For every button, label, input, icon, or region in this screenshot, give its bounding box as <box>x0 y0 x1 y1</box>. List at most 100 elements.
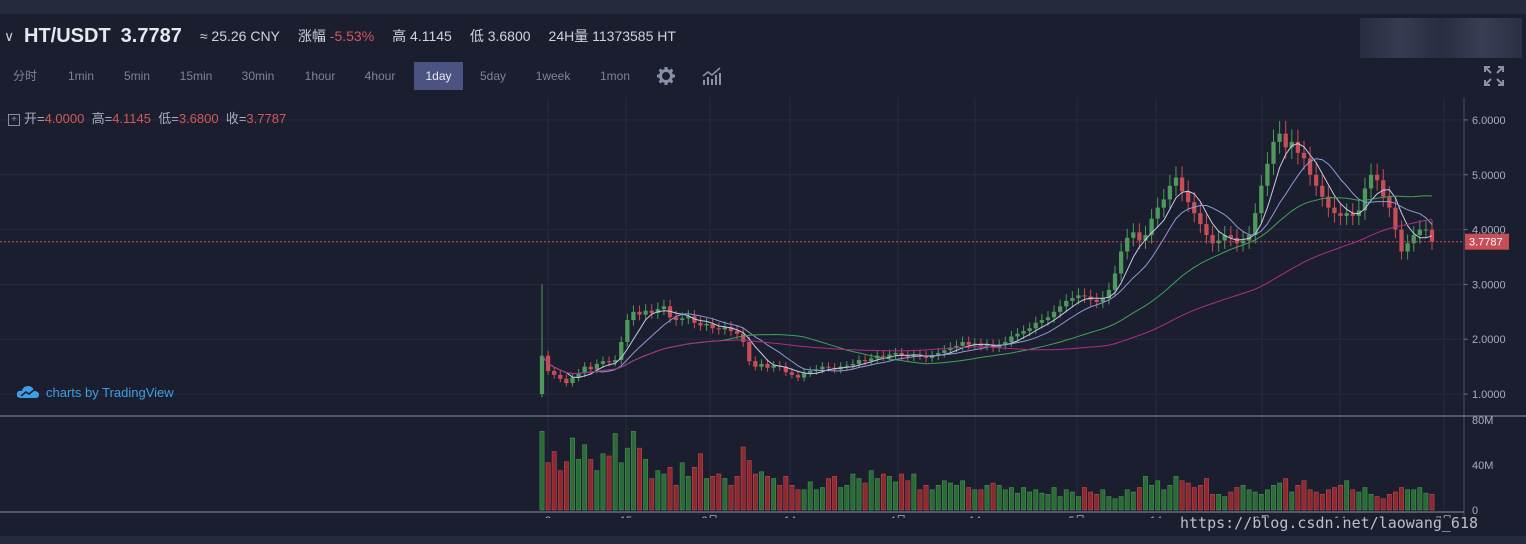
ma60-line <box>541 218 1433 374</box>
volume-bar <box>966 487 972 511</box>
candle-body <box>1070 298 1075 301</box>
tf-4hour[interactable]: 4hour <box>364 69 396 83</box>
time-tick-label: 4月 <box>889 515 906 518</box>
candle-body <box>1320 185 1325 197</box>
candle-body <box>1338 213 1343 216</box>
volume-bar <box>1191 487 1197 511</box>
candle-body <box>869 358 874 362</box>
candle-body <box>631 311 636 321</box>
volume-bar <box>655 470 661 511</box>
volume-bar <box>1143 476 1148 511</box>
volume-tick-label: 40M <box>1472 460 1493 472</box>
indicator-icon[interactable] <box>702 66 722 86</box>
ma10-line <box>541 158 1433 374</box>
expand-legend-icon[interactable]: + <box>8 113 20 126</box>
ma5-line <box>541 142 1433 379</box>
volume-bar <box>539 431 545 511</box>
chevron-down-icon[interactable]: ∨ <box>4 27 15 44</box>
candle-body <box>1039 320 1044 323</box>
volume-bar <box>679 462 685 511</box>
volume-bar <box>631 431 636 511</box>
volume-bar <box>752 473 758 511</box>
tf-30min[interactable]: 30min <box>241 69 275 83</box>
candle-body <box>930 355 935 358</box>
tf-1mon[interactable]: 1mon <box>599 69 631 83</box>
volume-bar <box>1423 492 1429 511</box>
ohlc-legend: + 开=4.0000 高=4.1145 低=3.6800 收=3.7787 <box>8 108 286 127</box>
fullscreen-icon[interactable] <box>1484 66 1504 86</box>
candle-body <box>881 355 886 357</box>
low-legend-label: 低= <box>158 111 179 126</box>
tf-15min[interactable]: 15min <box>179 69 213 83</box>
volume-bar <box>1100 489 1106 511</box>
gear-icon[interactable] <box>656 66 676 86</box>
volume-bar <box>734 476 740 511</box>
volume-bar <box>923 485 929 511</box>
candle-body <box>1295 141 1301 153</box>
candle-body <box>1423 229 1429 231</box>
volume-bar <box>1076 496 1081 511</box>
volume-bar <box>1344 480 1350 511</box>
tf-fenshi[interactable]: 分时 <box>12 69 37 83</box>
volume-bar <box>673 485 679 511</box>
candle-body <box>1216 240 1221 244</box>
time-tick-label: 14 <box>1150 515 1162 518</box>
candle-body <box>643 310 648 315</box>
candle-body <box>722 327 728 330</box>
candle-body <box>1301 152 1307 159</box>
price-tick-label: 5.0000 <box>1472 170 1506 182</box>
volume-bar <box>1082 487 1087 511</box>
volume-bar <box>795 489 801 511</box>
candle-body <box>966 341 971 345</box>
candle-body <box>606 361 612 363</box>
volume-bar <box>1252 491 1258 511</box>
tf-5day[interactable]: 5day <box>479 69 507 83</box>
candle-body <box>552 371 557 375</box>
candle-body <box>899 352 904 356</box>
time-tick-label: 14 <box>1334 515 1346 518</box>
tf-1day[interactable]: 1day <box>414 62 463 90</box>
candle-body <box>1332 207 1337 214</box>
candle-body <box>1106 289 1112 299</box>
candle-body <box>1277 133 1282 142</box>
candle-body <box>594 363 599 370</box>
candle-body <box>1411 235 1416 244</box>
tf-1week[interactable]: 1week <box>535 69 571 83</box>
tradingview-branding[interactable]: charts by TradingView <box>16 384 174 400</box>
candle-body <box>661 306 667 310</box>
volume-bar <box>899 473 905 511</box>
volume-bar <box>929 489 935 511</box>
volume-bar <box>765 476 770 511</box>
volume-bar <box>1015 492 1020 511</box>
volume-bar <box>1033 489 1039 511</box>
candle-body <box>1198 213 1203 225</box>
price-chart[interactable]: 1.0000 2.0000 3.0000 4.0000 5.0000 6.0000 0 40M… <box>0 98 1526 518</box>
tf-1min[interactable]: 1min <box>67 69 94 83</box>
volume-bar <box>1301 480 1307 511</box>
time-tick-label: 6月 <box>1253 515 1270 518</box>
volume-bar <box>1374 496 1380 511</box>
volume-bar <box>941 480 947 511</box>
candle-body <box>808 371 813 374</box>
candle-body <box>1155 207 1160 219</box>
volume-bar <box>722 478 728 511</box>
candle-body <box>539 355 545 395</box>
volume-label: 24H量 <box>548 28 589 44</box>
candle-body <box>1289 141 1294 148</box>
volume-bar <box>1137 487 1142 511</box>
candle-body <box>1210 235 1215 244</box>
volume-bar <box>1234 487 1240 511</box>
candle-body <box>1362 188 1368 211</box>
tf-1hour[interactable]: 1hour <box>304 69 336 83</box>
open-value: 4.0000 <box>44 111 85 126</box>
tf-5min[interactable]: 5min <box>123 69 150 83</box>
candle-body <box>1405 243 1410 252</box>
candle-body <box>850 363 856 366</box>
candle-body <box>1381 180 1386 197</box>
candle-body <box>1021 331 1026 334</box>
low-label: 低 <box>469 28 484 44</box>
blurred-region <box>1360 18 1522 58</box>
volume-bar <box>698 453 703 511</box>
volume-bar <box>905 480 911 511</box>
trading-pair[interactable]: HT/USDT <box>24 24 111 47</box>
